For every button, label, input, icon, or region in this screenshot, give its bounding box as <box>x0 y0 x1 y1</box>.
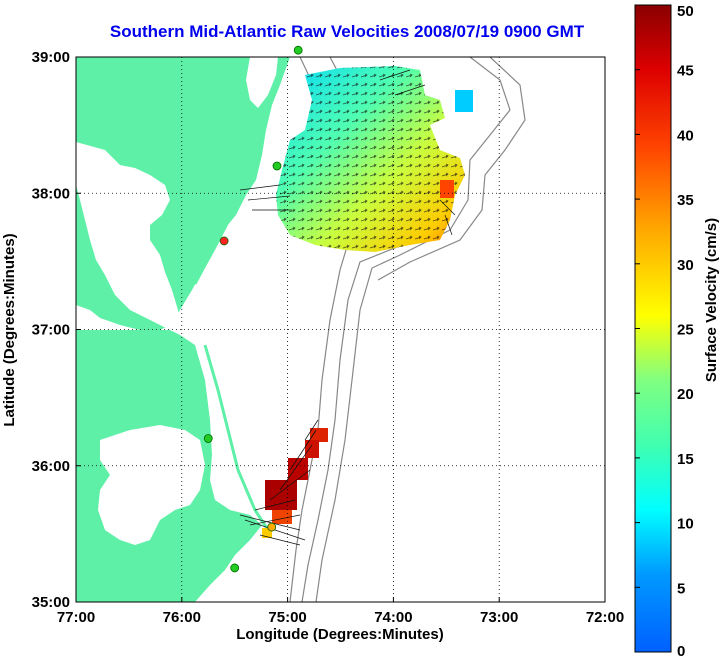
station-marker <box>267 522 277 532</box>
y-axis-label: Latitude (Degrees:Minutes) <box>1 233 18 426</box>
colorbar-tick-label: 5 <box>677 580 685 597</box>
outer-banks <box>203 344 270 531</box>
velocity-patch-hot <box>440 180 454 198</box>
colorbar-tick-label: 25 <box>677 322 694 339</box>
y-tick-label: 38:00 <box>32 185 70 202</box>
station-marker <box>230 563 240 573</box>
velocity-field-south <box>262 428 328 538</box>
colorbar-tick-label: 0 <box>677 643 685 659</box>
station-marker <box>219 236 229 246</box>
delaware-bay <box>246 57 278 108</box>
colorbar-tick-label: 15 <box>677 451 694 468</box>
velocity-patch-east <box>455 90 473 112</box>
colorbar-tick-label: 30 <box>677 257 694 274</box>
station-marker <box>203 434 213 443</box>
x-axis-label: Longitude (Degrees:Minutes) <box>236 626 444 643</box>
station-marker <box>293 45 303 55</box>
y-tick-label: 39:00 <box>32 49 70 66</box>
colorbar <box>634 4 672 653</box>
x-tick-label: 74:00 <box>374 609 412 626</box>
pamlico-sound <box>98 425 205 545</box>
chesapeake-bay <box>76 142 180 330</box>
velocity-arrows-north <box>239 69 456 236</box>
y-tick-labels: 39:00 38:00 37:00 36:00 35:00 <box>32 49 81 611</box>
x-tick-label: 72:00 <box>586 609 624 626</box>
colorbar-tick-label: 35 <box>677 192 694 209</box>
colorbar-label: Surface Velocity (cm/s) <box>703 218 720 382</box>
chart-title: Southern Mid-Atlantic Raw Velocities 200… <box>109 22 585 41</box>
eastern-shore <box>184 60 270 285</box>
colorbar-tick-label: 45 <box>677 63 694 80</box>
colorbar-tick-label: 40 <box>677 127 694 144</box>
colorbar-tick-label: 50 <box>677 3 694 20</box>
station-marker <box>272 161 282 171</box>
colorbar-ticks: 0 5 10 15 20 25 30 35 40 45 50 <box>635 3 694 659</box>
map-grid <box>76 57 605 602</box>
x-tick-label: 73:00 <box>480 609 518 626</box>
velocity-field-north-arrows <box>276 66 465 252</box>
colorbar-tick-label: 20 <box>677 386 694 403</box>
y-tick-label: 37:00 <box>32 322 70 339</box>
y-tick-label: 35:00 <box>32 594 70 611</box>
y-tick-label: 36:00 <box>32 458 70 475</box>
colorbar-tick-label: 10 <box>677 516 694 533</box>
station-markers <box>203 45 303 573</box>
x-tick-labels: 77:00 76:00 75:00 74:00 73:00 72:00 <box>57 597 624 626</box>
x-tick-label: 77:00 <box>57 609 95 626</box>
x-tick-label: 75:00 <box>268 609 306 626</box>
x-tick-label: 76:00 <box>163 609 201 626</box>
